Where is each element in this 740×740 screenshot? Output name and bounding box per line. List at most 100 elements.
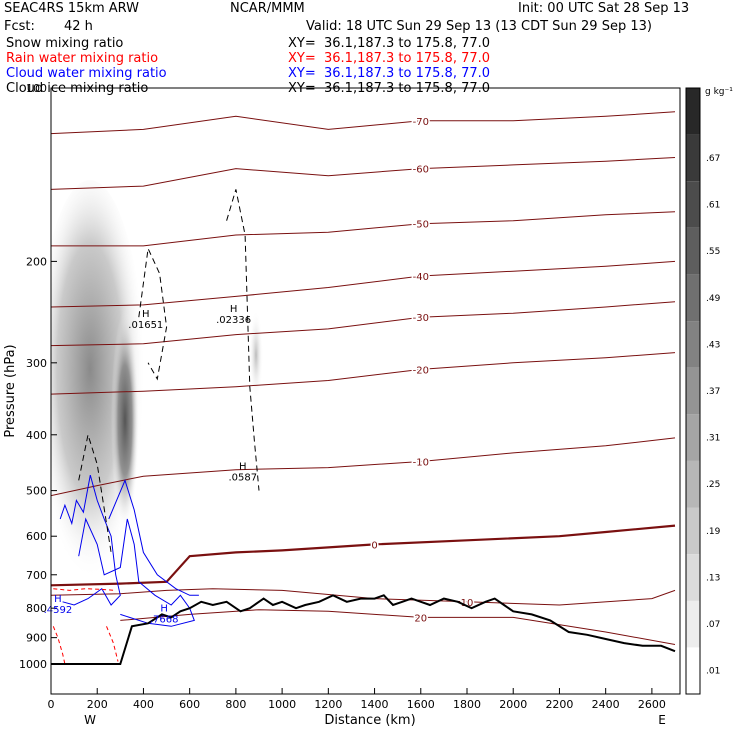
forecast-label: Fcst: bbox=[4, 19, 35, 34]
colorbar-bin bbox=[686, 460, 700, 508]
org-label: NCAR/MMM bbox=[230, 1, 305, 16]
colorbar-bin bbox=[686, 181, 700, 228]
temperature-contour-label: -50 bbox=[413, 220, 429, 231]
x-tick-label: 600 bbox=[179, 698, 200, 711]
extremum-value: .0587 bbox=[228, 473, 257, 484]
y-tick-label: 800 bbox=[26, 602, 47, 615]
colorbar-bin bbox=[686, 321, 700, 368]
y-tick-label: 100 bbox=[26, 82, 47, 95]
x-tick-label: 0 bbox=[48, 698, 55, 711]
x-tick-label: 2400 bbox=[592, 698, 620, 711]
forecast-hours: 42 h bbox=[64, 19, 93, 34]
temperature-contour bbox=[51, 260, 676, 308]
init-time: Init: 00 UTC Sat 28 Sep 13 bbox=[518, 1, 690, 16]
extremum-marker: H bbox=[54, 594, 62, 605]
x-tick-label: 1000 bbox=[268, 698, 296, 711]
temperature-contour bbox=[51, 301, 676, 347]
temperature-contour-label: -70 bbox=[413, 117, 429, 128]
colorbar-tick-label: .01 bbox=[706, 667, 720, 677]
x-tick-label: 800 bbox=[225, 698, 246, 711]
colorbar-bin bbox=[686, 600, 700, 648]
rain-water-contour bbox=[106, 626, 119, 662]
colorbar-tick-label: .49 bbox=[706, 294, 721, 304]
y-tick-label: 700 bbox=[26, 569, 47, 582]
temperature-contour bbox=[51, 211, 676, 247]
temperature-contour-label: -60 bbox=[413, 165, 429, 176]
temperature-contour bbox=[51, 352, 676, 395]
valid-time: Valid: 18 UTC Sun 29 Sep 13 (13 CDT Sun … bbox=[306, 19, 652, 34]
colorbar-bin bbox=[686, 507, 700, 555]
y-tick-label: 900 bbox=[26, 632, 47, 645]
y-tick-label: 500 bbox=[26, 485, 47, 498]
y-tick-label: 300 bbox=[26, 357, 47, 370]
colorbar-tick-label: .13 bbox=[706, 574, 720, 584]
x-tick-label: 1200 bbox=[314, 698, 342, 711]
colorbar-bin bbox=[686, 134, 700, 182]
x-tick-label: 400 bbox=[133, 698, 154, 711]
rain-water-contour bbox=[52, 626, 66, 665]
field-name-cloud-water: Cloud water mixing ratio bbox=[6, 66, 167, 81]
x-tick-label: 2000 bbox=[499, 698, 527, 711]
colorbar-tick-label: .37 bbox=[706, 387, 720, 397]
extremum-value: .02336 bbox=[216, 315, 251, 326]
temperature-contour bbox=[51, 157, 676, 190]
colorbar-tick-label: .31 bbox=[706, 434, 720, 444]
temperature-contour-label: -10 bbox=[413, 458, 429, 469]
x-end-label-east: E bbox=[658, 713, 666, 727]
cloud-ice-contour bbox=[138, 246, 168, 381]
extremum-value: .01651 bbox=[128, 320, 163, 331]
field-xy-cloud-water: XY= 36.1,187.3 to 175.8, 77.0 bbox=[288, 66, 491, 81]
colorbar-tick-label: .55 bbox=[706, 247, 720, 257]
plot-frame bbox=[50, 87, 681, 695]
model-title: SEAC4RS 15km ARW bbox=[4, 1, 140, 16]
colorbar-unit: g kg⁻¹ bbox=[705, 87, 733, 97]
extremum-marker: H bbox=[142, 309, 150, 320]
y-tick-label: 200 bbox=[26, 255, 47, 268]
colorbar: .01 .07 .13 .19 .25 .31 .37 .43 .49 .55 .61 .67 bbox=[685, 87, 721, 695]
temperature-contour-label: -40 bbox=[413, 272, 429, 283]
colorbar-tick-label: .25 bbox=[706, 480, 720, 490]
y-axis-label: Pressure (hPa) bbox=[3, 344, 18, 437]
colorbar-tick-label: .43 bbox=[706, 340, 720, 350]
colorbar-tick-label: .07 bbox=[706, 620, 720, 630]
x-axis-label: Distance (km) bbox=[324, 713, 415, 728]
extremum-marker: H bbox=[160, 603, 168, 614]
x-tick-label: 1400 bbox=[361, 698, 389, 711]
colorbar-bin bbox=[686, 554, 700, 601]
temperature-contour bbox=[51, 437, 676, 497]
terrain-surface bbox=[51, 594, 676, 665]
colorbar-tick-label: .61 bbox=[706, 201, 720, 211]
x-tick-label: 200 bbox=[87, 698, 108, 711]
temperature-contour bbox=[51, 111, 676, 135]
cloud-water-contour bbox=[108, 478, 199, 596]
extremum-marker: H bbox=[230, 304, 238, 315]
colorbar-bin bbox=[686, 227, 700, 275]
x-tick-label: 1600 bbox=[407, 698, 435, 711]
field-xy-rain: XY= 36.1,187.3 to 175.8, 77.0 bbox=[288, 51, 491, 66]
colorbar-bin bbox=[686, 367, 700, 415]
extremum-value: .7668 bbox=[150, 614, 179, 625]
temperature-contour bbox=[120, 609, 676, 645]
cloud-ice-contour bbox=[226, 189, 260, 491]
field-name-snow: Snow mixing ratio bbox=[6, 36, 124, 51]
temperature-contour bbox=[51, 524, 676, 587]
temperature-contour bbox=[51, 588, 676, 606]
cloud-ice-contour bbox=[78, 434, 112, 553]
x-end-label-west: W bbox=[84, 713, 96, 727]
x-tick-label: 2200 bbox=[545, 698, 573, 711]
temperature-contour-label: -30 bbox=[413, 313, 429, 324]
y-tick-label: 400 bbox=[26, 429, 47, 442]
x-tick-label: 1800 bbox=[453, 698, 481, 711]
field-xy-snow: XY= 36.1,187.3 to 175.8, 77.0 bbox=[288, 36, 491, 51]
colorbar-bin bbox=[686, 647, 700, 694]
colorbar-bin bbox=[686, 88, 700, 135]
temperature-contour-label: -20 bbox=[413, 365, 429, 376]
y-tick-label: 1000 bbox=[19, 658, 47, 671]
colorbar-tick-label: .67 bbox=[706, 154, 720, 164]
colorbar-tick-label: .19 bbox=[706, 527, 721, 537]
mixing-ratio-shading-core bbox=[111, 310, 139, 530]
extremum-value: .4592 bbox=[44, 605, 73, 616]
rain-water-contour bbox=[53, 588, 116, 591]
temperature-contour-label: 0 bbox=[371, 540, 377, 551]
